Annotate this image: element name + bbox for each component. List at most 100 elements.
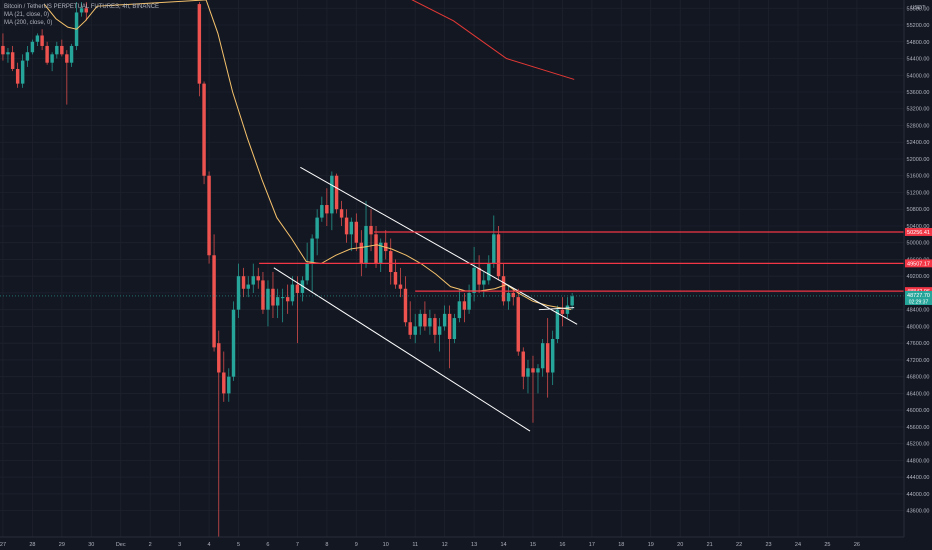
candle-body: [560, 309, 565, 314]
x-tick-label: 21: [707, 542, 713, 548]
candle-body: [457, 301, 462, 319]
y-tick-label: 48000.00: [907, 324, 930, 330]
candle-body: [408, 322, 412, 335]
candle-body: [246, 284, 250, 289]
price-levels: [0, 231, 904, 297]
candle-body: [364, 225, 368, 264]
x-tick-label: 16: [559, 542, 565, 548]
candle-body: [79, 8, 84, 13]
candle-body: [60, 45, 64, 55]
candle-body: [241, 276, 246, 289]
x-tick-label: 6: [266, 542, 269, 548]
candle-body: [413, 326, 417, 335]
candle-body: [511, 292, 515, 298]
x-tick-label: 28: [29, 542, 35, 548]
candle-body: [526, 368, 530, 377]
candle-body: [330, 175, 334, 214]
candle-body: [472, 267, 476, 293]
last-price-label: 48727.70: [907, 293, 930, 299]
ma21-path: [43, 0, 572, 311]
candle-body: [550, 338, 555, 373]
candle-body: [212, 255, 216, 348]
candle-body: [423, 313, 427, 327]
time-axis[interactable]: 27 28 29 30 Dec 2 3 4 5 6 7 8 9 10 11 12 13 14 15 16 17 18 19 2…: [0, 536, 932, 550]
candle-body: [236, 276, 241, 310]
y-tick-label: 54400.00: [907, 57, 930, 63]
candle-body: [295, 284, 300, 293]
candle-body: [570, 296, 574, 306]
x-tick-label: 17: [589, 542, 595, 548]
symbol-title[interactable]: Bitcoin / TetherUS PERPETUAL FUTURES, 4h…: [4, 4, 160, 10]
candles: [1, 2, 574, 550]
price-axis[interactable]: USDT 43600.00 44000.00 44400.00 44800.00 4520…: [903, 0, 932, 550]
candle-body: [433, 318, 437, 335]
y-tick-label: 46400.00: [907, 391, 930, 397]
x-tick-label: 26: [854, 542, 860, 548]
y-tick-label: 47600.00: [907, 341, 930, 347]
x-tick-label: 25: [824, 542, 830, 548]
ma21-line: [43, 0, 572, 311]
candle-body: [536, 368, 540, 373]
y-tick-label: 53600.00: [907, 90, 930, 96]
y-tick-label: 55600.00: [907, 6, 930, 12]
x-tick-label: 13: [471, 542, 477, 548]
level-price-label: 50256.41: [907, 230, 930, 236]
trendlines: [273, 166, 578, 432]
candle-body: [231, 309, 236, 377]
candle-body: [344, 217, 349, 235]
ma200-legend[interactable]: MA (200, close, 0): [4, 20, 53, 26]
y-tick-label: 44000.00: [907, 492, 930, 498]
x-tick-label: 15: [530, 542, 536, 548]
ma21-legend[interactable]: MA (21, close, 0): [4, 12, 50, 18]
candle-body: [20, 60, 25, 84]
candle-body: [315, 217, 319, 239]
candle-body: [349, 221, 354, 235]
level-price-tag: [905, 259, 932, 268]
x-tick-label: 8: [325, 542, 328, 548]
candle-body: [545, 343, 550, 373]
y-tick-label: 44400.00: [907, 475, 930, 481]
x-tick-label: 24: [795, 542, 801, 548]
y-tick-label: 49200.00: [907, 274, 930, 280]
candle-body: [6, 52, 10, 55]
candle-body: [305, 263, 309, 281]
candle-body: [467, 292, 471, 310]
grid: [0, 0, 904, 537]
x-tick-label: 5: [237, 542, 240, 548]
level-price-label: 49507.17: [907, 261, 930, 267]
candle-body: [437, 326, 442, 335]
candle-body: [487, 263, 491, 281]
y-tick-label: 54800.00: [907, 40, 930, 46]
candle-body: [227, 376, 231, 394]
candle-body: [398, 284, 403, 289]
y-tick-label: 50800.00: [907, 207, 930, 213]
candle-body: [452, 318, 457, 339]
y-tick-label: 52000.00: [907, 157, 930, 163]
y-tick-label: 51600.00: [907, 174, 930, 180]
x-tick-label: 2: [149, 542, 152, 548]
y-tick-label: 55200.00: [907, 23, 930, 29]
y-tick-label: 51200.00: [907, 190, 930, 196]
candle-body: [477, 267, 481, 285]
candle-body: [30, 41, 35, 53]
trendline: [300, 166, 578, 325]
candle-body: [369, 225, 373, 235]
candle-body: [256, 276, 260, 281]
candle-body: [521, 351, 525, 377]
y-tick-label: 43600.00: [907, 509, 930, 515]
candle-body: [217, 343, 221, 373]
candle-body: [300, 280, 305, 293]
x-tick-label: 29: [59, 542, 65, 548]
currency-label: USDT: [911, 5, 927, 11]
y-tick-label: 45200.00: [907, 442, 930, 448]
candle-body: [84, 8, 88, 13]
candle-body: [540, 343, 545, 369]
ma200-line: [411, 0, 575, 80]
countdown-label: 02:29:37: [909, 299, 929, 305]
trendline: [538, 307, 575, 311]
y-tick-label: 50000.00: [907, 241, 930, 247]
candle-body: [555, 309, 560, 339]
y-tick-label: 46800.00: [907, 375, 930, 381]
candle-body: [482, 280, 486, 285]
